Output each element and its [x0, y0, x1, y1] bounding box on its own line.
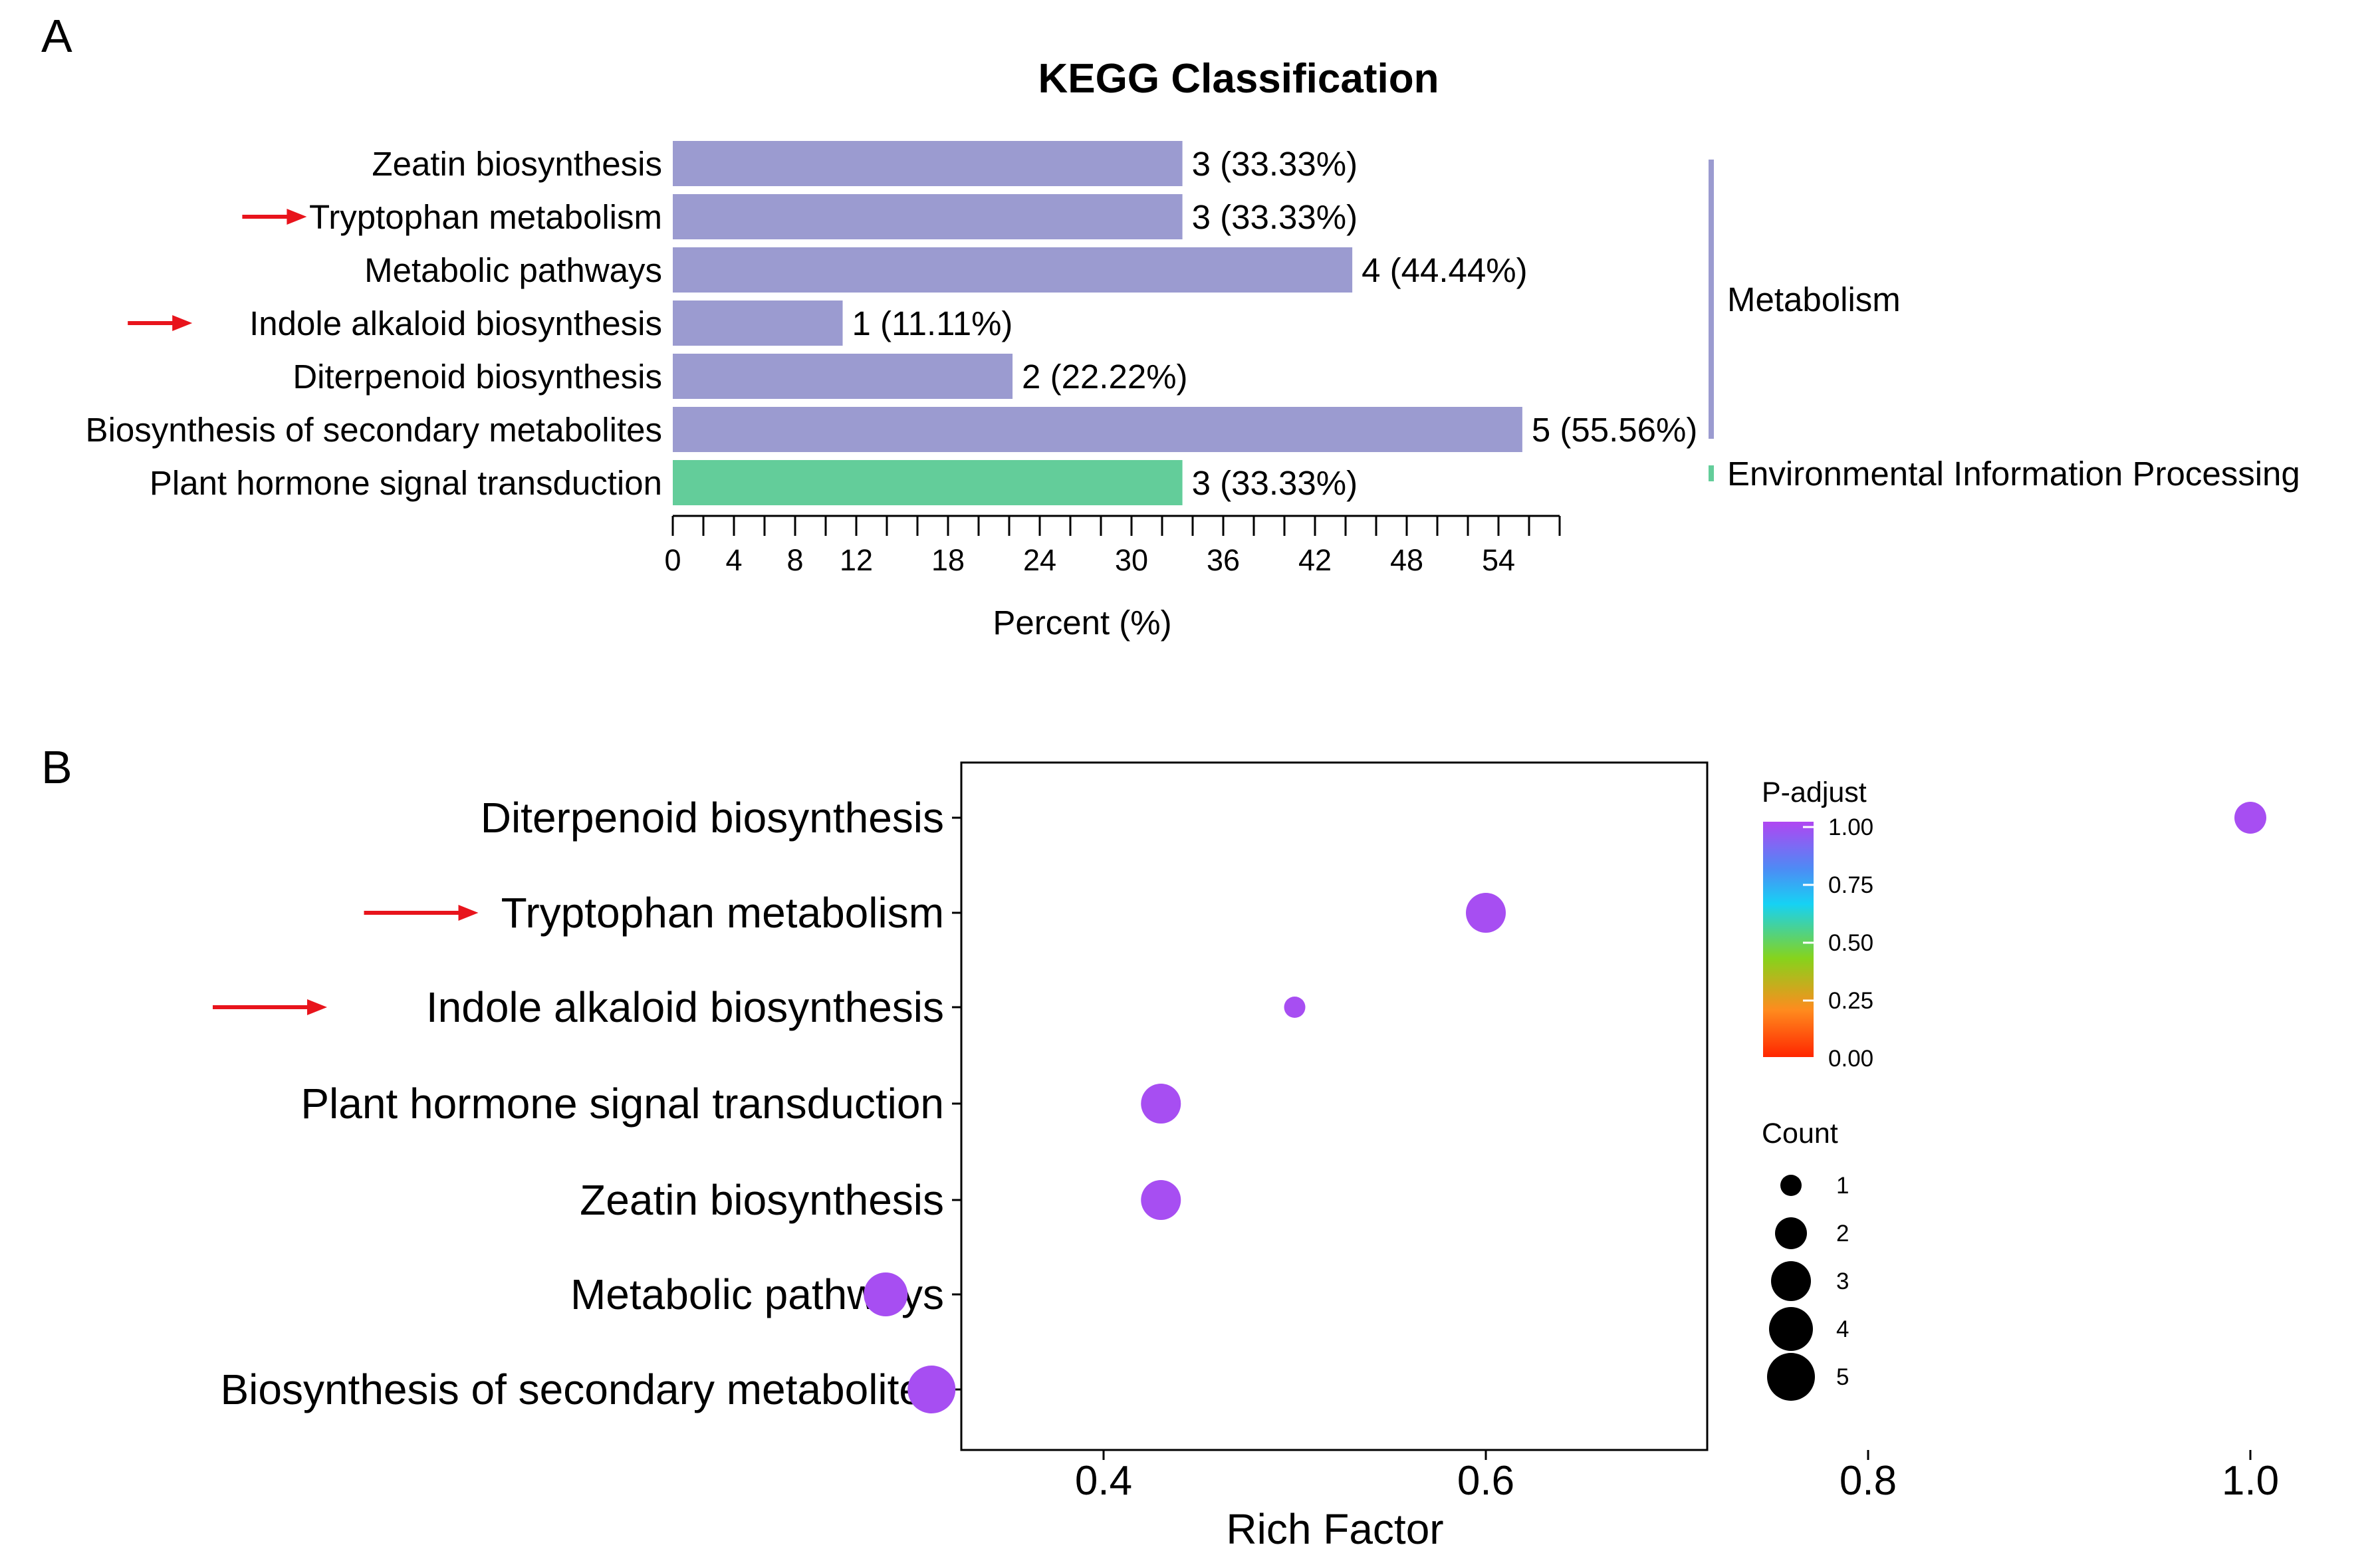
kegg-x-tick-label: 24	[1023, 543, 1056, 577]
highlight-arrow-icon	[128, 315, 193, 331]
kegg-bar	[673, 460, 1183, 505]
kegg-x-tick-label: 30	[1115, 543, 1148, 577]
count-legend-circle	[1769, 1307, 1813, 1351]
kegg-bar	[673, 300, 843, 346]
kegg-x-tick-label: 12	[840, 543, 873, 577]
bubble-x-tick-label: 0.4	[1075, 1458, 1132, 1504]
kegg-x-axis: 0 4 8 12 18 24 30 36 42 48 54	[664, 515, 1561, 577]
kegg-chart-title: KEGG Classification	[1038, 56, 1439, 102]
highlight-arrow-icon	[364, 905, 479, 921]
kegg-bar	[673, 247, 1353, 293]
kegg-category-label: Zeatin biosynthesis	[372, 145, 662, 183]
kegg-x-tick-label: 54	[1482, 543, 1515, 577]
count-legend-label: 5	[1836, 1364, 1849, 1390]
kegg-bar	[673, 407, 1522, 452]
kegg-x-axis-title: Percent (%)	[993, 604, 1171, 642]
kegg-bar-value-label: 3 (33.33%)	[1192, 145, 1358, 183]
kegg-category-label: Indole alkaloid biosynthesis	[249, 304, 662, 342]
bubble-point	[907, 1366, 956, 1413]
kegg-x-tick-label: 4	[725, 543, 742, 577]
kegg-x-tick-label: 0	[664, 543, 681, 577]
count-legend-label: 1	[1836, 1173, 1849, 1199]
count-legend-label: 3	[1836, 1268, 1849, 1294]
bubble-term-label: Tryptophan metabolism	[501, 889, 944, 937]
bubble-point	[1284, 997, 1306, 1018]
panel-b-label: B	[41, 741, 72, 793]
kegg-bar-value-label: 4 (44.44%)	[1362, 251, 1527, 289]
kegg-category-label: Plant hormone signal transduction	[150, 464, 662, 502]
bubble-point	[864, 1272, 908, 1316]
p-adjust-colorbar	[1763, 822, 1814, 1057]
kegg-bar	[673, 194, 1183, 239]
count-legend-circle	[1780, 1175, 1802, 1196]
highlight-arrow-icon	[242, 209, 307, 225]
bubble-term-label: Diterpenoid biosynthesis	[481, 794, 944, 842]
bubble-plot: Diterpenoid biosynthesis Tryptophan metab…	[213, 794, 2266, 1413]
kegg-group-legend: Metabolism Environmental Information Proc…	[1709, 160, 2300, 493]
kegg-bar-value-label: 5 (55.56%)	[1532, 411, 1697, 449]
bubble-point	[2234, 802, 2266, 834]
bubble-term-label: Biosynthesis of secondary metabolites	[220, 1366, 944, 1413]
bubble-x-axis: 0.4 0.6 0.8 1.0	[1075, 1450, 2279, 1504]
kegg-x-tick-label: 42	[1298, 543, 1332, 577]
count-legend-circle	[1775, 1217, 1807, 1249]
kegg-x-tick-label: 8	[786, 543, 803, 577]
p-adjust-legend-title: P-adjust	[1762, 777, 1867, 808]
kegg-category-label: Tryptophan metabolism	[309, 198, 662, 236]
kegg-bar-value-label: 1 (11.11%)	[852, 304, 1013, 342]
bubble-point	[1141, 1180, 1181, 1220]
kegg-bar	[673, 141, 1183, 186]
count-legend: 1 2 3 4 5	[1767, 1173, 1849, 1401]
highlight-arrow-icon	[213, 999, 327, 1015]
p-adjust-tick-label: 1.00	[1828, 814, 1873, 840]
count-legend-circle	[1771, 1261, 1811, 1301]
bubble-x-tick-label: 0.8	[1840, 1458, 1897, 1504]
kegg-category-label: Diterpenoid biosynthesis	[293, 358, 662, 396]
bubble-term-label: Indole alkaloid biosynthesis	[426, 983, 944, 1031]
count-legend-label: 2	[1836, 1221, 1849, 1247]
bubble-term-label: Zeatin biosynthesis	[580, 1176, 944, 1224]
p-adjust-legend-ticks: 1.00 0.75 0.50 0.25 0.00	[1803, 814, 1873, 1072]
kegg-bar-value-label: 3 (33.33%)	[1192, 464, 1358, 502]
p-adjust-tick-label: 0.75	[1828, 872, 1873, 898]
count-legend-label: 4	[1836, 1316, 1849, 1342]
bubble-plot-frame	[960, 761, 1709, 1451]
bubble-term-label: Plant hormone signal transduction	[300, 1080, 944, 1128]
p-adjust-tick-label: 0.25	[1828, 988, 1873, 1014]
count-legend-circle	[1767, 1353, 1815, 1401]
kegg-category-label: Biosynthesis of secondary metabolites	[86, 411, 662, 449]
kegg-bar-value-label: 2 (22.22%)	[1022, 358, 1187, 396]
p-adjust-tick-label: 0.00	[1828, 1046, 1873, 1072]
bubble-x-tick-label: 1.0	[2222, 1458, 2279, 1504]
bubble-point	[1141, 1084, 1181, 1124]
bubble-x-axis-title: Rich Factor	[1226, 1505, 1443, 1553]
kegg-x-tick-label: 18	[931, 543, 965, 577]
p-adjust-tick-label: 0.50	[1828, 930, 1873, 956]
kegg-group-label: Metabolism	[1727, 281, 1901, 318]
kegg-bar	[673, 354, 1013, 399]
bubble-x-tick-label: 0.6	[1457, 1458, 1514, 1504]
count-legend-title: Count	[1762, 1118, 1838, 1149]
bubble-point	[1466, 893, 1506, 933]
kegg-group-label: Environmental Information Processing	[1727, 455, 2300, 493]
kegg-x-tick-label: 48	[1390, 543, 1423, 577]
kegg-bar-value-label: 3 (33.33%)	[1192, 198, 1358, 236]
kegg-x-tick-label: 36	[1207, 543, 1240, 577]
kegg-category-label: Metabolic pathways	[364, 251, 662, 289]
panel-a-label: A	[41, 10, 72, 62]
kegg-bar-plot: Zeatin biosynthesis 3 (33.33%) Tryptophan …	[86, 141, 1697, 505]
